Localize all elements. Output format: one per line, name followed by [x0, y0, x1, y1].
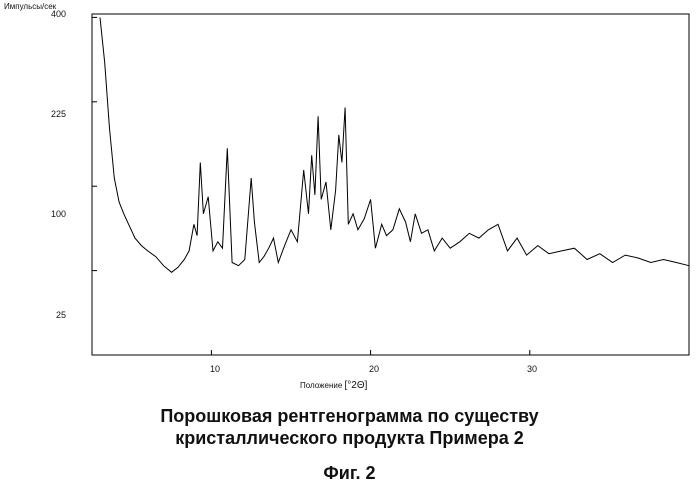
x-tick-label-30: 30 — [526, 364, 537, 374]
y-tick-label-400: 400 — [50, 9, 66, 19]
figure-label: Фиг. 2 — [323, 463, 376, 483]
diffraction-series-line — [99, 17, 690, 273]
y-axis-label: Импульсы/сек — [4, 2, 57, 11]
x-axis-label: Положение [°2Θ] — [300, 380, 367, 391]
x-tick-label-20: 20 — [368, 364, 379, 374]
caption-line-2: кристаллического продукта Примера 2 — [175, 428, 524, 448]
plot-frame — [91, 13, 690, 356]
caption-line-1: Порошковая рентгенограмма по существу — [160, 406, 539, 426]
xrd-chart — [91, 13, 690, 356]
x-tick-label-10: 10 — [209, 364, 220, 374]
y-tick-label-25: 25 — [55, 310, 66, 320]
x-axis-label-unit: [°2Θ] — [344, 380, 368, 391]
y-tick-label-225: 225 — [50, 109, 66, 119]
x-axis-label-text: Положение — [300, 381, 343, 390]
y-tick-label-100: 100 — [50, 209, 66, 219]
